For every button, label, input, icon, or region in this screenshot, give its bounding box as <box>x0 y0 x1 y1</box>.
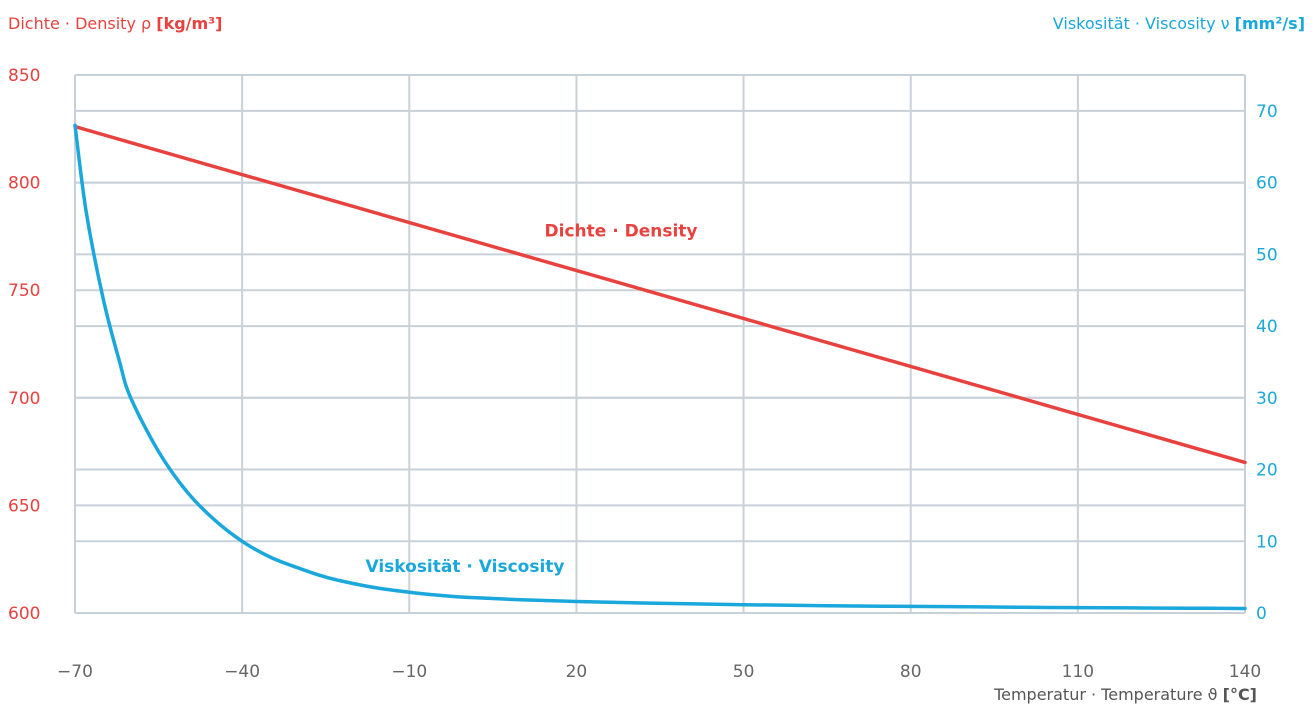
left-axis-title: Dichte · Density ρ [kg/m³] <box>8 14 223 33</box>
right-axis-tick-label: 20 <box>1256 461 1278 481</box>
right-axis-tick-label: 40 <box>1256 317 1278 337</box>
density-series-label: Dichte · Density <box>545 221 698 241</box>
right-axis-tick-label: 10 <box>1256 532 1278 552</box>
left-axis-tick-label: 800 <box>8 174 40 194</box>
x-axis-tick-label: −70 <box>57 662 93 682</box>
right-axis-tick-label: 0 <box>1256 604 1267 624</box>
x-axis-tick-label: 140 <box>1229 662 1261 682</box>
x-axis-tick-label: −40 <box>224 662 260 682</box>
x-axis-unit: [°C] <box>1222 685 1257 704</box>
x-axis-tick-label: 20 <box>566 662 588 682</box>
x-axis-title: Temperatur · Temperature ϑ [°C] <box>994 685 1257 704</box>
viscosity-series-label: Viskosität · Viscosity <box>365 557 564 577</box>
right-axis-title: Viskosität · Viscosity ν [mm²/s] <box>1053 14 1305 33</box>
left-axis-tick-label: 700 <box>8 389 40 409</box>
right-axis-unit: [mm²/s] <box>1234 14 1305 33</box>
left-axis-tick-label: 650 <box>8 496 40 516</box>
right-axis-tick-label: 50 <box>1256 245 1278 265</box>
x-axis-tick-label: 80 <box>900 662 922 682</box>
left-axis-label: Dichte · Density ρ <box>8 14 152 33</box>
density-line <box>73 124 1247 465</box>
right-axis-label: Viskosität · Viscosity ν <box>1052 14 1230 33</box>
left-axis-tick-label: 850 <box>8 66 40 86</box>
x-axis-tick-label: −10 <box>391 662 427 682</box>
left-axis-unit: [kg/m³] <box>156 14 223 33</box>
x-axis-label: Temperatur · Temperature ϑ <box>994 685 1218 704</box>
x-axis-tick-label: 110 <box>1062 662 1094 682</box>
left-axis-tick-label: 600 <box>8 604 40 624</box>
viscosity-line <box>73 123 1247 611</box>
x-axis-tick-label: 50 <box>733 662 755 682</box>
right-axis-tick-label: 60 <box>1256 174 1278 194</box>
left-axis-tick-label: 750 <box>8 281 40 301</box>
right-axis-tick-label: 30 <box>1256 389 1278 409</box>
right-axis-tick-label: 70 <box>1256 102 1278 122</box>
